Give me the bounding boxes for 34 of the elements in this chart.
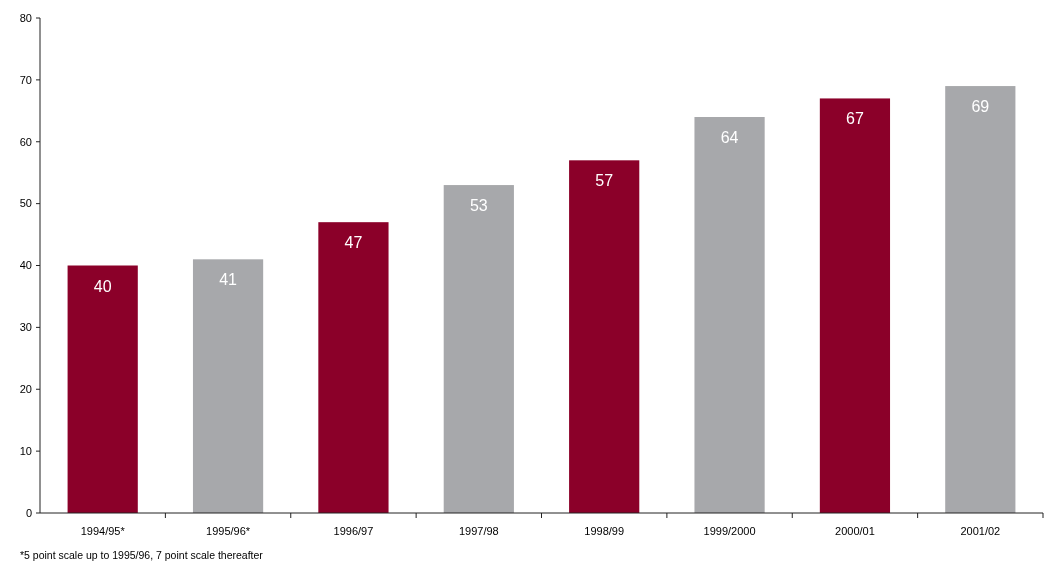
y-tick-label: 50 xyxy=(19,197,32,210)
y-tick-label: 60 xyxy=(19,135,32,148)
x-tick-label: 1994/95* xyxy=(80,525,126,537)
y-tick-label: 0 xyxy=(25,506,32,519)
data-label: 53 xyxy=(469,197,488,215)
y-tick-label: 40 xyxy=(19,259,32,272)
data-label: 64 xyxy=(720,129,739,146)
y-tick-label: 80 xyxy=(19,11,32,24)
text: *5 point scale up to 1995/96, 7 point scale thereafter xyxy=(20,549,264,561)
x-tick-label: 1999/2000 xyxy=(703,525,756,537)
bar xyxy=(569,160,640,513)
bar xyxy=(443,185,514,513)
bar xyxy=(694,117,765,513)
bar xyxy=(819,98,891,513)
x-tick-label: 1995/96* xyxy=(206,525,251,537)
data-label: 47 xyxy=(344,234,363,252)
x-tick-label: 2001/02 xyxy=(960,525,1001,537)
x-tick-label: 1996/97 xyxy=(333,525,374,537)
bar xyxy=(192,259,264,513)
data-label: 40 xyxy=(93,277,112,295)
y-tick-label: 20 xyxy=(19,383,32,396)
x-tick-label: 1998/99 xyxy=(584,525,625,537)
y-tick-label: 10 xyxy=(19,444,32,457)
data-label: 69 xyxy=(971,98,990,116)
data-label: 67 xyxy=(846,110,864,128)
bar xyxy=(67,265,138,513)
bar xyxy=(945,86,1016,513)
x-tick-label: 1997/98 xyxy=(458,525,499,537)
data-label: 57 xyxy=(595,172,614,190)
y-tick-label: 30 xyxy=(19,321,32,334)
bar xyxy=(318,222,389,513)
x-tick-label: 2000/01 xyxy=(835,525,875,537)
data-label: 41 xyxy=(219,271,238,289)
y-tick-label: 70 xyxy=(19,73,32,86)
